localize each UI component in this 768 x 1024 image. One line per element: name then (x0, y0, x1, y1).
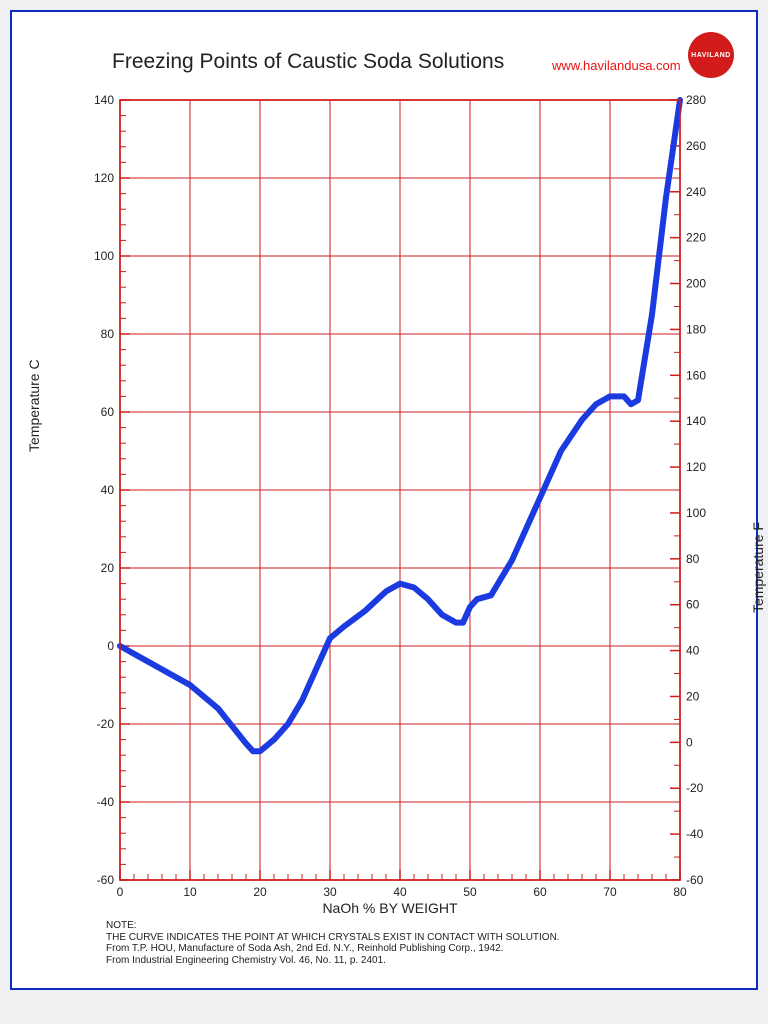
footnote-line: From Industrial Engineering Chemistry Vo… (106, 955, 560, 967)
svg-text:280: 280 (686, 93, 706, 107)
svg-text:-20: -20 (686, 781, 704, 795)
svg-text:200: 200 (686, 277, 706, 291)
svg-text:30: 30 (323, 885, 337, 899)
svg-text:40: 40 (686, 644, 700, 658)
svg-text:20: 20 (101, 561, 115, 575)
svg-text:40: 40 (393, 885, 407, 899)
svg-text:20: 20 (686, 689, 700, 703)
svg-text:220: 220 (686, 231, 706, 245)
page: Freezing Points of Caustic Soda Solution… (10, 10, 758, 990)
svg-text:140: 140 (686, 414, 706, 428)
svg-text:60: 60 (101, 405, 115, 419)
brand-logo-text: HAVILAND (691, 52, 731, 59)
svg-text:100: 100 (94, 249, 114, 263)
svg-text:240: 240 (686, 185, 706, 199)
svg-text:100: 100 (686, 506, 706, 520)
brand-logo: HAVILAND (688, 32, 734, 78)
svg-text:-20: -20 (97, 717, 115, 731)
x-axis-label: NaOh % BY WEIGHT (322, 900, 457, 916)
svg-text:0: 0 (107, 639, 114, 653)
footnote: NOTE:THE CURVE INDICATES THE POINT AT WH… (106, 920, 560, 966)
svg-text:260: 260 (686, 139, 706, 153)
svg-text:120: 120 (686, 460, 706, 474)
svg-text:60: 60 (533, 885, 547, 899)
footnote-line: From T.P. HOU, Manufacture of Soda Ash, … (106, 943, 560, 955)
svg-text:80: 80 (673, 885, 687, 899)
svg-text:-60: -60 (97, 873, 115, 887)
footnote-line: NOTE: (106, 920, 560, 932)
chart-svg: 01020304050607080-60-40-2002040608010012… (60, 92, 720, 922)
svg-text:60: 60 (686, 598, 700, 612)
svg-text:160: 160 (686, 368, 706, 382)
y-right-axis-label: Temperature F (750, 522, 766, 613)
svg-text:-40: -40 (97, 795, 115, 809)
svg-text:50: 50 (463, 885, 477, 899)
svg-text:80: 80 (686, 552, 700, 566)
brand-url: www.havilandusa.com (552, 58, 681, 73)
footnote-line: THE CURVE INDICATES THE POINT AT WHICH C… (106, 932, 560, 944)
svg-text:140: 140 (94, 93, 114, 107)
svg-text:-60: -60 (686, 873, 704, 887)
plot-area: 01020304050607080-60-40-2002040608010012… (60, 92, 720, 922)
svg-text:20: 20 (253, 885, 267, 899)
svg-text:10: 10 (183, 885, 197, 899)
svg-text:120: 120 (94, 171, 114, 185)
svg-text:80: 80 (101, 327, 115, 341)
svg-text:180: 180 (686, 322, 706, 336)
chart-title: Freezing Points of Caustic Soda Solution… (112, 50, 504, 74)
svg-text:0: 0 (686, 735, 693, 749)
svg-text:70: 70 (603, 885, 617, 899)
svg-text:-40: -40 (686, 827, 704, 841)
svg-text:40: 40 (101, 483, 115, 497)
svg-text:0: 0 (117, 885, 124, 899)
y-left-axis-label: Temperature C (26, 359, 42, 452)
